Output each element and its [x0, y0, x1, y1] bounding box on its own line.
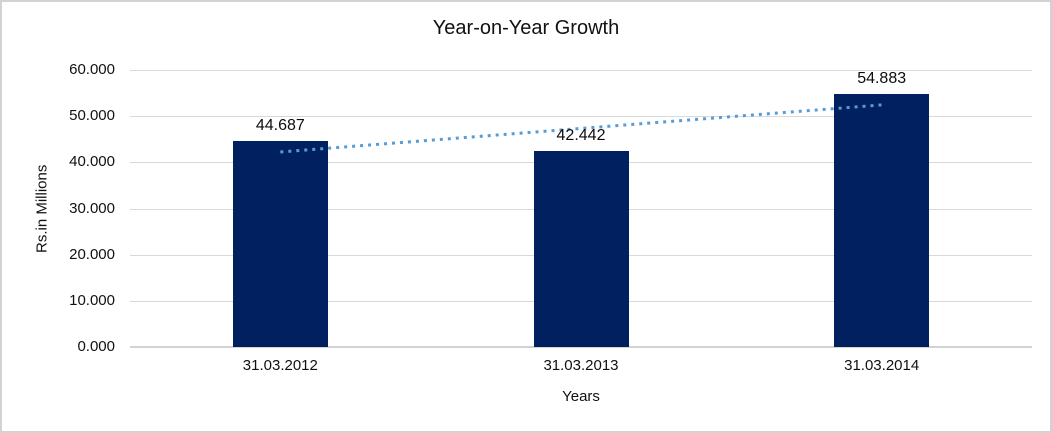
bar-31.03.2014	[834, 93, 930, 347]
y-tick-label: 40.000	[69, 153, 115, 171]
x-tick-label: 31.03.2013	[543, 357, 619, 374]
bar-value-label: 54.883	[857, 69, 907, 87]
bar-value-label: 44.687	[255, 116, 305, 134]
y-tick-label: 60.000	[69, 61, 115, 78]
x-axis-line	[130, 346, 1032, 348]
y-tick-label: 20.000	[69, 245, 115, 263]
x-axis-title: Years	[562, 388, 600, 405]
gridline	[130, 70, 1032, 71]
x-tick-label: 31.03.2014	[844, 357, 920, 374]
bar-value-label: 42.442	[556, 127, 606, 145]
x-tick-label: 31.03.2012	[242, 357, 318, 374]
y-tick-label: 10.000	[69, 291, 115, 309]
chart-title: Year-on-Year Growth	[432, 17, 620, 39]
bar-31.03.2013	[533, 151, 629, 347]
bar-31.03.2012	[232, 140, 328, 347]
y-tick-label: 50.000	[69, 107, 115, 125]
y-tick-label: 30.000	[69, 199, 115, 217]
plot-area	[130, 70, 1032, 348]
y-tick-label: 0.000	[77, 338, 115, 355]
